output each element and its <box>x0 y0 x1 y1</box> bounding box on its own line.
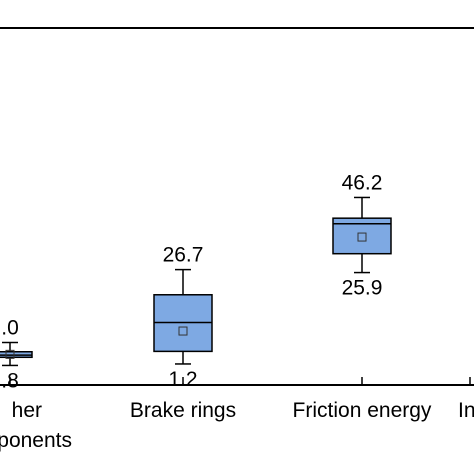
x-ticks: her ponents Brake rings Friction energy In <box>0 377 474 452</box>
max-value-label: .0 <box>1 317 19 340</box>
box-1: 26.71.2 <box>153 244 213 391</box>
box-group: .0.8 26.71.2 46.2 25.9 <box>0 171 392 392</box>
box-0: .0.8 <box>0 317 33 392</box>
mean-marker <box>178 326 188 336</box>
box-2: 46.2 25.9 <box>332 171 392 300</box>
x-tick-label: Brake rings <box>130 399 236 422</box>
mean-marker <box>357 232 367 242</box>
x-tick-label-line2: ponents <box>0 429 72 452</box>
min-value-label: 25.9 <box>342 277 383 300</box>
x-tick-label: Friction energy <box>293 399 432 422</box>
max-value-label: 26.7 <box>163 244 204 267</box>
x-tick-label: In <box>458 399 474 422</box>
mean-marker <box>5 349 15 359</box>
max-value-label: 46.2 <box>342 171 383 194</box>
x-tick-label: her <box>12 399 42 422</box>
